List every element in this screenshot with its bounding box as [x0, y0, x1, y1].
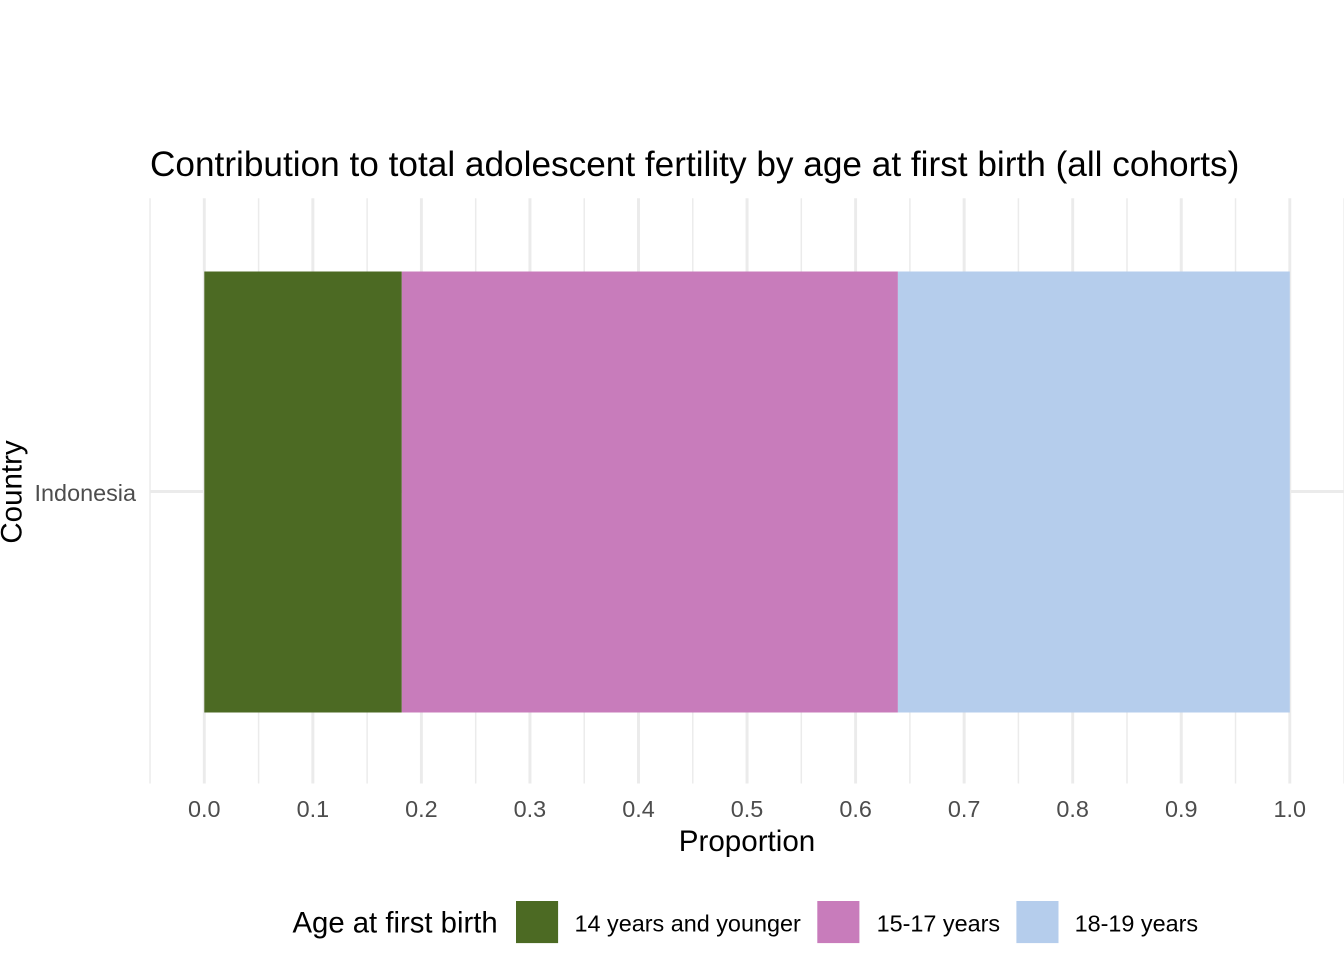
- svg-text:0.0: 0.0: [188, 796, 221, 822]
- svg-text:18-19 years: 18-19 years: [1075, 911, 1199, 937]
- svg-text:0.6: 0.6: [839, 796, 872, 822]
- svg-text:Indonesia: Indonesia: [35, 480, 137, 506]
- svg-text:14 years and younger: 14 years and younger: [575, 911, 801, 937]
- svg-text:0.2: 0.2: [405, 796, 438, 822]
- svg-text:Proportion: Proportion: [679, 825, 816, 858]
- svg-text:0.1: 0.1: [297, 796, 330, 822]
- svg-text:1.0: 1.0: [1274, 796, 1307, 822]
- svg-text:0.7: 0.7: [948, 796, 981, 822]
- svg-text:0.4: 0.4: [622, 796, 655, 822]
- svg-text:15-17 years: 15-17 years: [877, 911, 1001, 937]
- svg-text:Contribution to total adolesce: Contribution to total adolescent fertili…: [150, 145, 1239, 184]
- svg-text:Country: Country: [0, 440, 29, 544]
- svg-text:0.9: 0.9: [1165, 796, 1198, 822]
- svg-text:0.3: 0.3: [514, 796, 547, 822]
- svg-text:0.5: 0.5: [731, 796, 764, 822]
- svg-text:Age at first birth: Age at first birth: [293, 907, 498, 940]
- svg-text:0.8: 0.8: [1056, 796, 1089, 822]
